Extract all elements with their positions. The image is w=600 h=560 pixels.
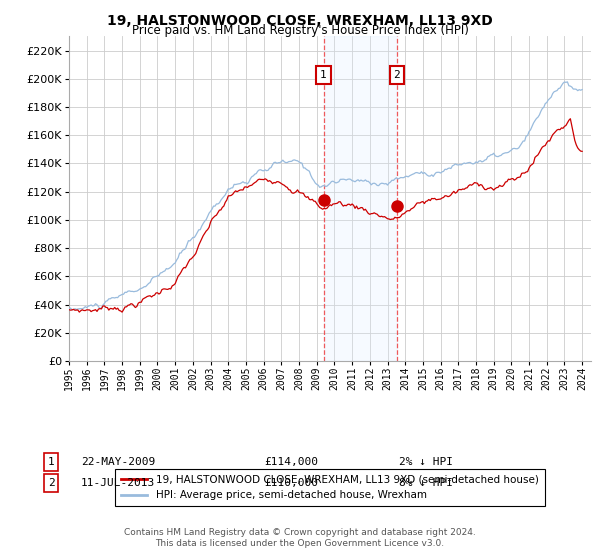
- Text: Contains HM Land Registry data © Crown copyright and database right 2024.
This d: Contains HM Land Registry data © Crown c…: [124, 528, 476, 548]
- Bar: [323, 36, 397, 361]
- Text: £110,000: £110,000: [264, 478, 318, 488]
- Text: 19, HALSTONWOOD CLOSE, WREXHAM, LL13 9XD: 19, HALSTONWOOD CLOSE, WREXHAM, LL13 9XD: [107, 14, 493, 28]
- Text: 8% ↓ HPI: 8% ↓ HPI: [399, 478, 453, 488]
- Text: 2: 2: [47, 478, 55, 488]
- Text: 2% ↓ HPI: 2% ↓ HPI: [399, 457, 453, 467]
- Text: 22-MAY-2009: 22-MAY-2009: [81, 457, 155, 467]
- Text: 1: 1: [47, 457, 55, 467]
- Text: 1: 1: [320, 71, 327, 81]
- Legend: 19, HALSTONWOOD CLOSE, WREXHAM, LL13 9XD (semi-detached house), HPI: Average pri: 19, HALSTONWOOD CLOSE, WREXHAM, LL13 9XD…: [115, 469, 545, 506]
- Text: £114,000: £114,000: [264, 457, 318, 467]
- Text: 2: 2: [394, 71, 400, 81]
- Text: Price paid vs. HM Land Registry's House Price Index (HPI): Price paid vs. HM Land Registry's House …: [131, 24, 469, 37]
- Text: 11-JUL-2013: 11-JUL-2013: [81, 478, 155, 488]
